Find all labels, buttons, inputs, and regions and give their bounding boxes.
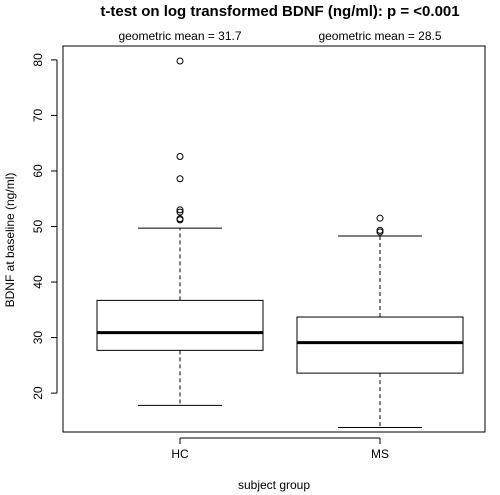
outlier-point bbox=[176, 57, 184, 65]
y-tick-label: 50 bbox=[31, 220, 45, 234]
x-tick-label: HC bbox=[171, 447, 189, 461]
box-ms bbox=[296, 214, 464, 429]
chart-title: t-test on log transformed BDNF (ng/ml): … bbox=[100, 3, 459, 20]
outlier-point bbox=[176, 215, 184, 223]
x-axis: HC MS bbox=[171, 437, 389, 461]
x-tick-label: MS bbox=[371, 447, 389, 461]
outlier-point bbox=[376, 226, 384, 234]
y-tick-label: 20 bbox=[31, 386, 45, 400]
y-axis-label: BDNF at baseline (ng/ml) bbox=[3, 173, 17, 308]
geometric-mean-ms: geometric mean = 28.5 bbox=[318, 29, 441, 43]
y-tick-label: 60 bbox=[31, 164, 45, 178]
x-axis-label: subject group bbox=[238, 478, 310, 492]
boxes bbox=[96, 57, 464, 429]
box-hc bbox=[96, 57, 264, 406]
iqr-box bbox=[296, 316, 464, 374]
y-tick-label: 80 bbox=[31, 53, 45, 67]
plot-frame bbox=[62, 45, 486, 433]
outlier-point bbox=[176, 208, 184, 216]
y-tick-label: 30 bbox=[31, 331, 45, 345]
outlier-point bbox=[176, 153, 184, 161]
outlier-point bbox=[176, 175, 184, 183]
y-axis: 20 30 40 50 60 70 80 bbox=[31, 53, 58, 400]
outlier-point bbox=[376, 214, 384, 222]
outlier-point bbox=[176, 206, 184, 214]
iqr-box bbox=[96, 299, 264, 351]
geometric-mean-hc: geometric mean = 31.7 bbox=[118, 29, 241, 43]
y-tick-label: 40 bbox=[31, 275, 45, 289]
y-tick-label: 70 bbox=[31, 108, 45, 122]
